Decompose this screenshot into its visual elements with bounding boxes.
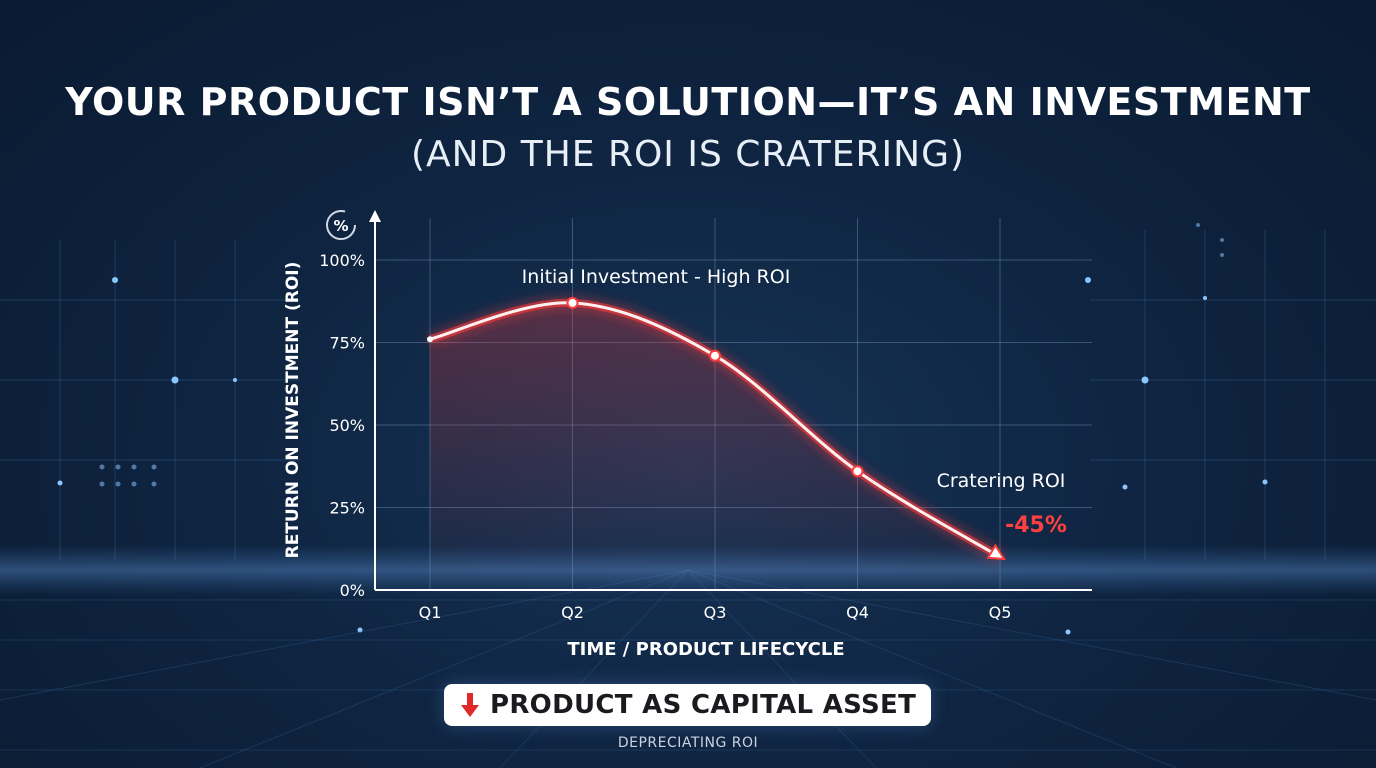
series-end-arrow — [986, 543, 1006, 561]
percent-badge-icon: % — [326, 210, 356, 240]
down-arrow-icon — [450, 684, 490, 726]
x-tick-label: Q1 — [419, 603, 442, 622]
data-point — [566, 296, 579, 309]
series-area — [430, 302, 1000, 590]
data-point — [709, 349, 721, 362]
percent-badge-label: % — [333, 217, 348, 235]
y-tick-label: 0% — [340, 581, 365, 600]
capital-asset-badge: PRODUCT AS CAPITAL ASSET — [444, 684, 931, 726]
data-point — [851, 465, 864, 478]
x-tick-label: Q5 — [989, 603, 1012, 622]
y-tick-label: 25% — [329, 499, 365, 518]
capital-asset-label: PRODUCT AS CAPITAL ASSET — [490, 690, 917, 720]
x-tick-label: Q4 — [846, 603, 869, 622]
x-tick-label: Q2 — [561, 603, 584, 622]
end-value-label: -45% — [1005, 513, 1067, 538]
end-annotation: Cratering ROI — [937, 470, 1066, 492]
y-axis-label: RETURN ON INVESTMENT (ROI) — [283, 262, 303, 559]
data-point — [427, 336, 433, 343]
y-tick-label: 75% — [329, 334, 365, 353]
depreciating-caption: DEPRECIATING ROI — [617, 735, 759, 751]
y-tick-label: 50% — [329, 416, 365, 435]
y-axis-arrow — [369, 210, 381, 222]
x-axis-label: TIME / PRODUCT LIFECYCLE — [567, 639, 844, 660]
page-title: YOUR PRODUCT ISN’T A SOLUTION—IT’S AN IN… — [65, 80, 1311, 124]
page-subtitle: (AND THE ROI IS CRATERING) — [410, 134, 966, 175]
x-tick-label: Q3 — [704, 603, 727, 622]
y-tick-label: 100% — [319, 251, 365, 270]
peak-annotation: Initial Investment - High ROI — [522, 266, 791, 288]
